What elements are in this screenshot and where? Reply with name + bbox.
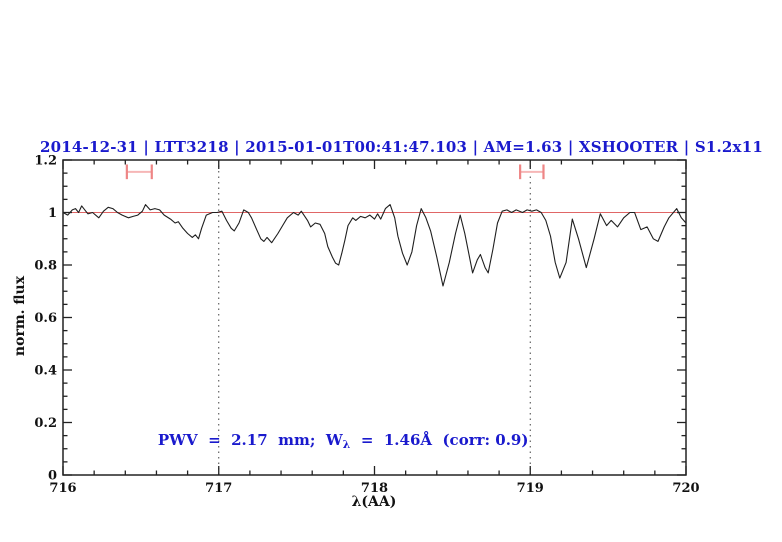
x-tick-label: 717 <box>205 481 232 496</box>
y-tick-label: 0.4 <box>34 364 57 379</box>
pwv-annotation-subscript: λ <box>342 438 351 451</box>
y-tick-label: 0.6 <box>34 311 57 326</box>
x-tick-label: 720 <box>672 481 699 496</box>
x-tick-label: 716 <box>49 481 76 496</box>
y-tick-label: 0.8 <box>34 259 57 274</box>
pwv-annotation-suffix: = 1.46Å (corr: 0.9) <box>350 431 529 449</box>
y-tick-label: 0 <box>48 469 57 484</box>
spectrum-line <box>62 204 687 287</box>
y-axis-label: norm. flux <box>12 275 28 356</box>
pwv-annotation-prefix: PWV = 2.17 mm; W <box>157 431 343 449</box>
pwv-annotation: PWV = 2.17 mm; Wλ = 1.46Å (corr: 0.9) <box>137 413 529 469</box>
y-tick-label: 1.2 <box>34 154 57 169</box>
x-tick-label: 718 <box>361 481 388 496</box>
x-axis-label: λ(AA) <box>352 494 397 510</box>
y-tick-label: 1 <box>48 206 57 221</box>
y-tick-label: 0.2 <box>34 416 57 431</box>
x-tick-label: 719 <box>517 481 544 496</box>
